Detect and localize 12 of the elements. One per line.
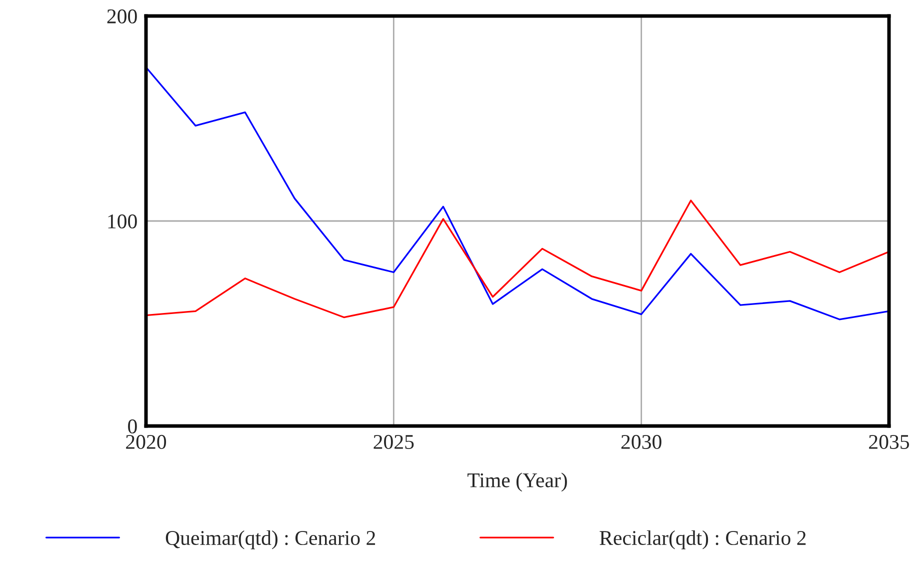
legend-label: Reciclar(qdt) : Cenario 2	[600, 530, 806, 550]
y-tick-label: 200	[107, 9, 137, 24]
x-tick-label: 2025	[374, 434, 414, 449]
line-series	[146, 200, 889, 318]
x-tick-label: 2035	[869, 434, 910, 449]
x-tick-label: 2030	[621, 434, 662, 449]
x-tick-label: 2020	[126, 434, 166, 449]
y-tick-label: 100	[108, 214, 137, 228]
legend-label: Queimar(qtd) : Cenario 2	[166, 530, 376, 550]
line-series	[146, 66, 889, 320]
x-axis-title: Time (Year)	[468, 472, 567, 492]
y-tick-label: 0	[128, 419, 137, 434]
